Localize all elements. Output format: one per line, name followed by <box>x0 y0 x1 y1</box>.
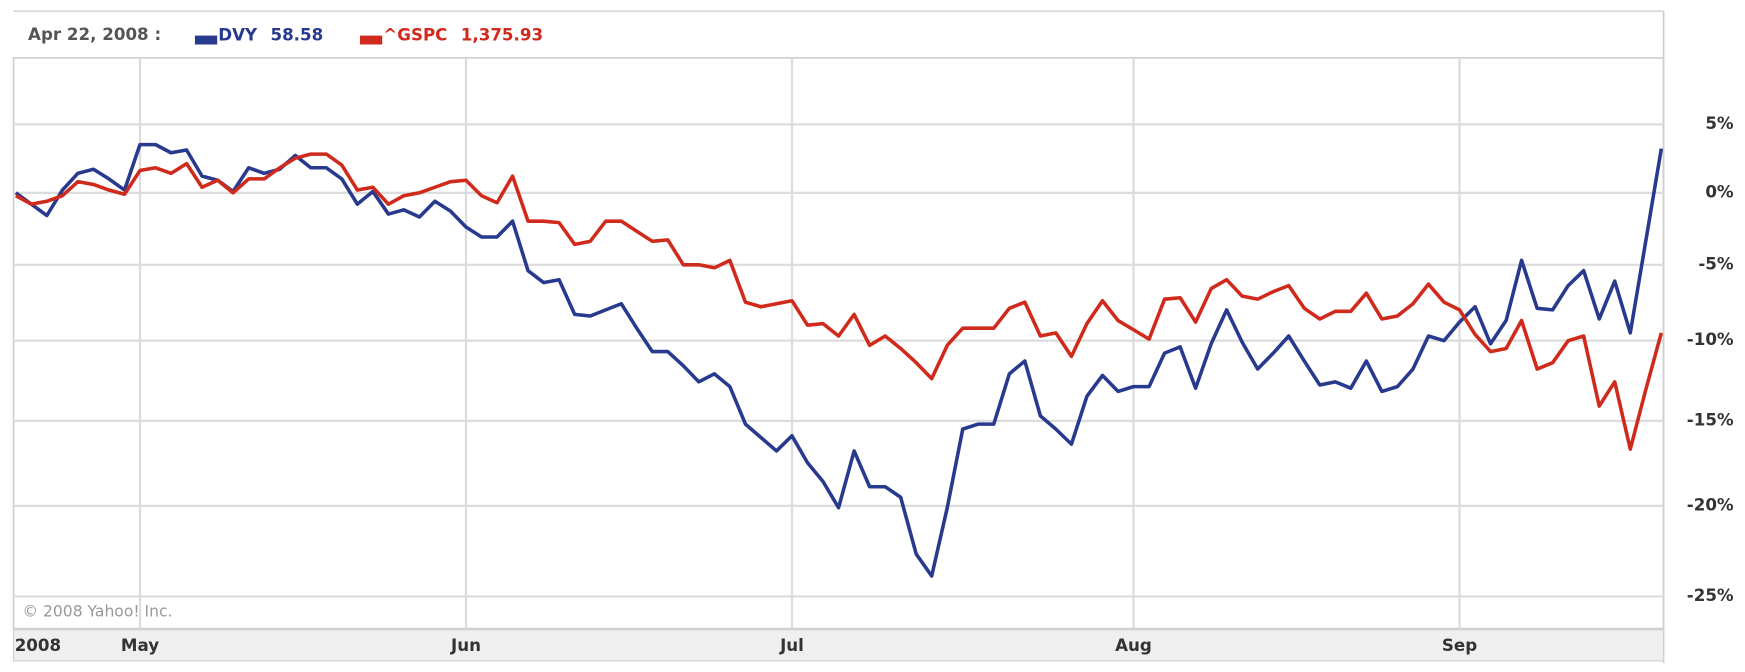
axes: 5% 0% -5% -10% -15% -20% -25% 2008 May Jun Jul Aug S… <box>15 114 1734 655</box>
legend-name: DVY <box>218 25 258 44</box>
x-tick-label: Sep <box>1442 636 1477 655</box>
grid <box>13 57 1664 629</box>
y-tick-label: -25% <box>1687 586 1734 605</box>
lines <box>14 142 1664 578</box>
x-tick-label: Jun <box>450 636 481 655</box>
y-tick-label: -5% <box>1698 254 1734 273</box>
legend-name: ^GSPC <box>383 25 447 44</box>
series-line <box>14 152 1664 451</box>
legend: DVY 58.58 ^GSPC 1,375.93 <box>194 25 543 45</box>
legend-swatch <box>359 35 383 45</box>
legend-quote: 1,375.93 <box>461 25 543 44</box>
credit: © 2008 Yahoo! Inc. <box>22 602 172 620</box>
legend-entry: DVY 58.58 <box>218 25 323 44</box>
x-axis-band <box>13 629 1665 662</box>
legend-quote: 58.58 <box>270 25 323 44</box>
y-tick-label: -10% <box>1687 330 1734 349</box>
header-date: Apr 22, 2008 : <box>28 25 161 44</box>
y-tick-label: 5% <box>1705 114 1734 133</box>
legend-entry: ^GSPC 1,375.93 <box>383 25 543 44</box>
x-tick-label: May <box>121 636 159 655</box>
y-tick-label: -15% <box>1687 410 1734 429</box>
y-tick-label: -20% <box>1687 495 1734 514</box>
x-tick-label: Jul <box>779 636 804 655</box>
x-tick-label: Aug <box>1115 636 1152 655</box>
plot-area <box>12 57 1665 630</box>
x-tick-label: 2008 <box>15 636 61 655</box>
legend-swatch <box>194 35 218 45</box>
y-tick-label: 0% <box>1705 182 1734 201</box>
